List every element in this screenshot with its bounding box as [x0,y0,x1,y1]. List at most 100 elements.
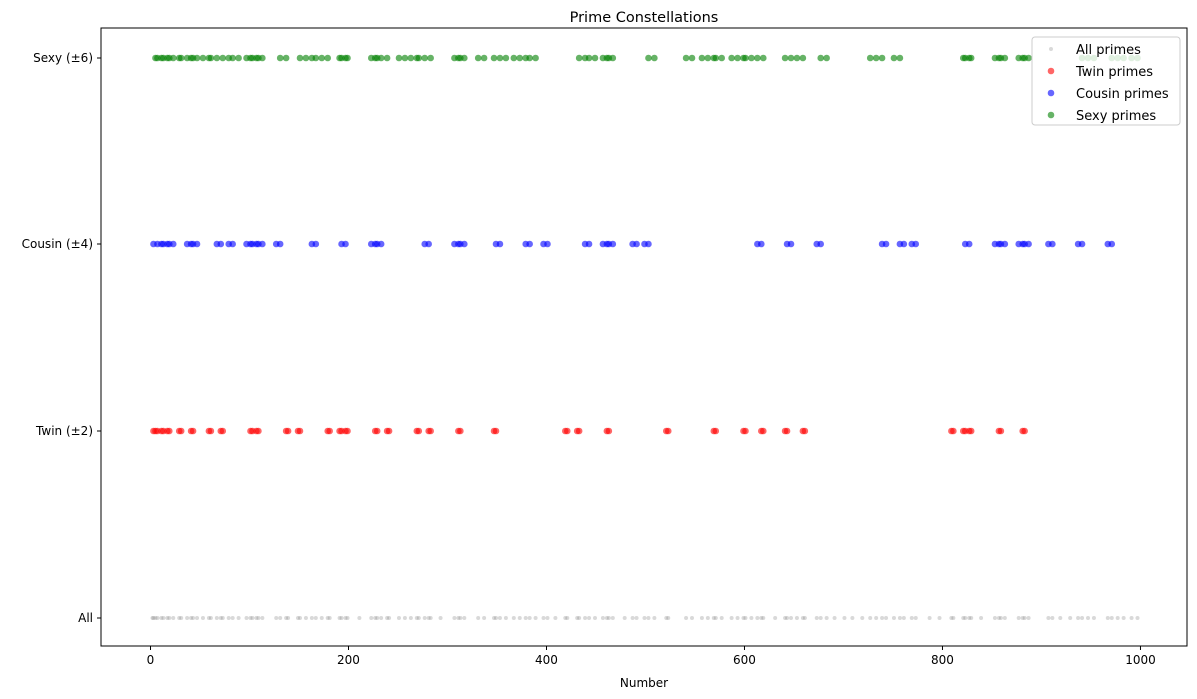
point-sexy-primes [682,54,690,62]
x-tick-label: 800 [931,653,954,667]
point-cousin-primes [276,240,284,248]
point-all-primes [159,616,164,620]
point-all-primes [250,616,255,620]
point-all-primes [794,616,799,620]
point-sexy-primes [698,54,706,62]
x-tick-label: 600 [733,653,756,667]
point-all-primes [503,616,508,620]
point-all-primes [951,616,956,620]
point-all-primes [1026,616,1031,620]
point-all-primes [992,616,997,620]
legend-marker [1047,67,1055,75]
plot-frame [100,27,1188,647]
point-all-primes [297,616,302,620]
point-all-primes [1091,616,1096,620]
point-twin-primes [284,427,292,435]
point-sexy-primes [383,54,391,62]
point-all-primes [868,616,873,620]
point-all-primes [452,616,457,620]
point-all-primes [408,616,413,620]
point-cousin-primes [229,240,236,248]
point-sexy-primes [890,54,898,62]
x-tick-label: 400 [535,653,558,667]
point-cousin-primes [496,240,504,248]
point-all-primes [664,616,669,620]
point-sexy-primes [474,54,482,62]
point-all-primes [303,616,308,620]
point-sexy-primes [407,54,415,62]
point-sexy-primes [169,54,177,62]
point-all-primes [373,616,378,620]
point-all-primes [545,616,550,620]
y-tick-label: Sexy (±6) [33,51,93,65]
point-twin-primes [742,427,749,435]
point-all-primes [278,616,283,620]
point-cousin-primes [259,240,266,248]
point-all-primes [296,616,301,620]
point-sexy-primes [526,54,533,62]
point-sexy-primes [734,54,741,62]
point-sexy-primes [591,54,599,62]
point-sexy-primes [259,54,266,62]
legend-label: All primes [1076,43,1141,58]
point-sexy-primes [712,54,720,62]
point-sexy-primes [344,54,351,62]
point-all-primes [842,616,847,620]
legend-box [1031,36,1181,126]
point-cousin-primes [1049,240,1056,248]
point-all-primes [577,616,582,620]
point-all-primes [563,616,568,620]
point-all-primes [565,616,570,620]
point-all-primes [1105,616,1110,620]
point-all-primes [254,616,259,620]
point-all-primes [1068,616,1073,620]
point-all-primes [850,616,855,620]
point-all-primes [345,616,350,620]
point-twin-primes [457,427,464,435]
point-twin-primes [664,427,672,435]
point-all-primes [517,616,522,620]
point-sexy-primes [496,54,504,62]
point-sexy-primes [718,54,726,62]
point-all-primes [814,616,819,620]
point-all-primes [592,616,597,620]
point-all-primes [208,616,213,620]
point-all-primes [1020,616,1025,620]
point-sexy-primes [510,54,518,62]
point-twin-primes [344,427,351,435]
point-all-primes [1129,616,1134,620]
point-all-primes [880,616,885,620]
data-points [150,54,1141,620]
point-all-primes [458,616,463,620]
point-sexy-primes [213,54,221,62]
point-all-primes [493,616,498,620]
point-sexy-primes [823,54,830,62]
point-all-primes [343,616,348,620]
x-tick-label: 1000 [1125,653,1156,667]
point-twin-primes [712,427,720,435]
point-all-primes [167,616,172,620]
point-twin-primes [296,427,304,435]
chart-title: Prime Constellations [570,10,719,26]
point-sexy-primes [461,54,468,62]
point-all-primes [575,616,580,620]
point-all-primes [200,616,205,620]
point-all-primes [1086,616,1091,620]
point-cousin-primes [193,240,201,248]
point-sexy-primes [754,54,761,62]
point-twin-primes [415,427,423,435]
point-sexy-primes [199,54,207,62]
point-all-primes [630,616,635,620]
point-all-primes [711,616,716,620]
point-all-primes [369,616,374,620]
point-all-primes [927,616,932,620]
point-twin-primes [967,427,975,435]
y-tick-label: All [78,611,93,625]
point-all-primes [416,616,421,620]
legend-marker [1049,47,1053,51]
point-all-primes [236,616,241,620]
point-sexy-primes [229,54,236,62]
point-twin-primes [207,427,215,435]
point-sexy-primes [219,54,227,62]
